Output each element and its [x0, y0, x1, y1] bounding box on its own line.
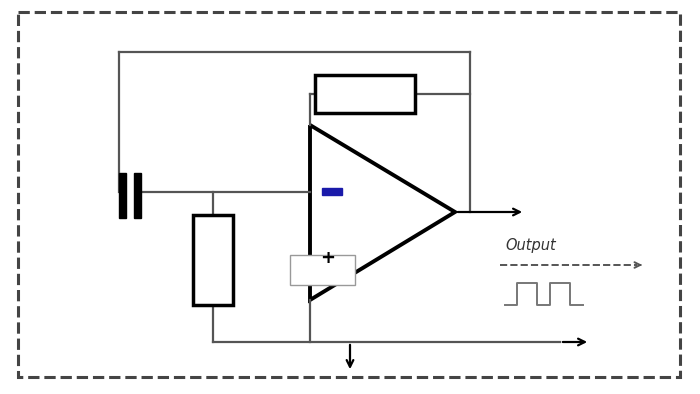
Bar: [315, 75, 415, 113]
Bar: [119, 173, 126, 218]
Text: Output: Output: [505, 238, 556, 253]
Bar: [193, 215, 233, 305]
Bar: [290, 255, 355, 285]
Bar: [322, 188, 342, 195]
Text: +: +: [321, 249, 335, 267]
Bar: [134, 173, 141, 218]
